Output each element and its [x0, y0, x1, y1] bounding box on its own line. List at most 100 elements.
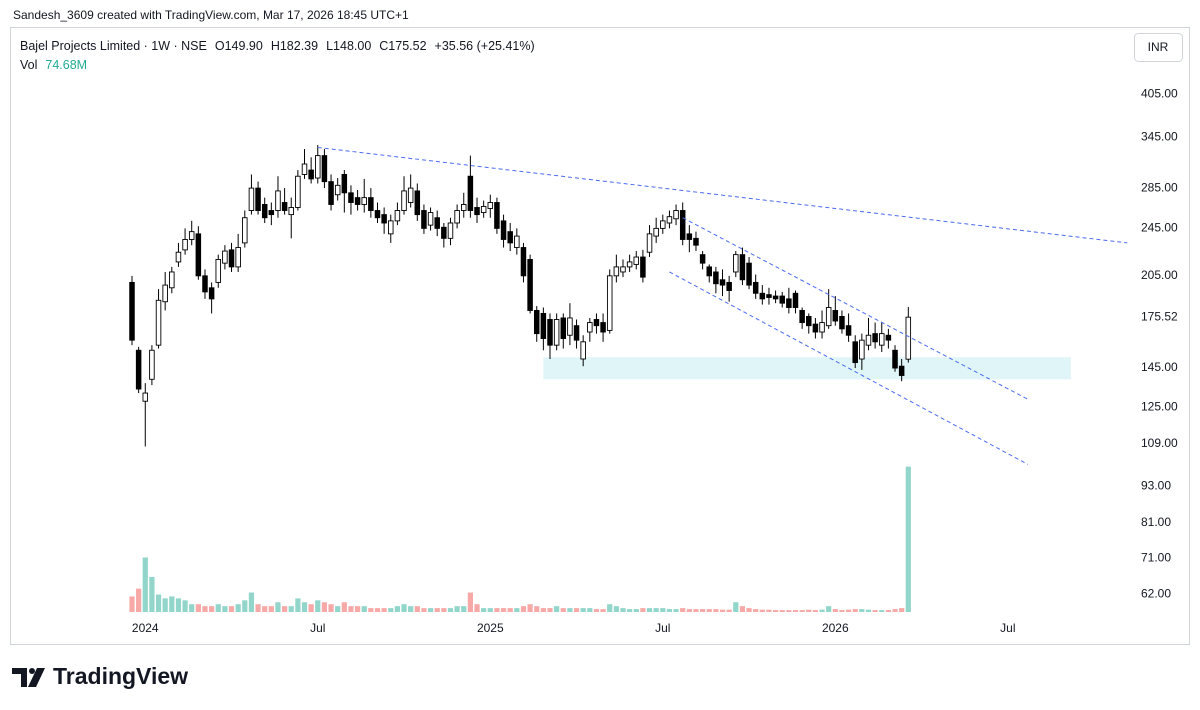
x-tick-label: 2026 — [822, 621, 849, 635]
volume-bar — [282, 606, 288, 612]
volume-bar — [487, 608, 493, 612]
candle-body — [414, 190, 421, 216]
volume-bar — [746, 608, 752, 612]
candle-body — [660, 220, 666, 229]
volume-bar — [215, 604, 221, 612]
volume-bar — [547, 608, 553, 612]
candle-body — [852, 341, 858, 364]
y-tick-label: 93.00 — [1141, 478, 1171, 492]
candle-body — [587, 322, 593, 333]
candle-body — [772, 295, 779, 300]
candle-body — [354, 197, 361, 205]
volume-bar — [467, 592, 473, 612]
volume-bar — [766, 609, 772, 612]
volume-bar — [587, 608, 593, 612]
volume-bar — [494, 608, 500, 612]
y-tick-label: 125.00 — [1141, 400, 1178, 414]
candle-body — [653, 227, 659, 237]
candle-body — [540, 312, 547, 339]
candle-body — [580, 341, 586, 360]
candle-body — [308, 169, 314, 180]
volume-bar — [620, 608, 626, 612]
candle-body — [447, 222, 454, 239]
volume-bar — [228, 606, 235, 612]
volume-bar — [792, 610, 799, 612]
candle-body — [275, 190, 281, 211]
brand-logo — [12, 668, 45, 687]
volume-bar — [401, 604, 407, 612]
candle-body — [407, 187, 414, 203]
candle-body — [812, 323, 819, 333]
x-tick-label: 2024 — [132, 621, 159, 635]
y-tick-label: 245.00 — [1141, 221, 1178, 235]
volume-bar — [255, 604, 261, 612]
candle-body — [726, 281, 732, 291]
volume-bar — [414, 606, 420, 612]
trendline — [669, 271, 1028, 465]
x-tick-label: Jul — [1000, 621, 1015, 635]
volume-bar — [507, 608, 513, 612]
candle-body — [321, 155, 328, 183]
volume-bar — [434, 608, 440, 612]
ohlc-high: H182.39 — [271, 39, 318, 53]
currency-button[interactable] — [1134, 33, 1183, 62]
volume-bar — [308, 604, 314, 612]
volume-bar — [242, 600, 248, 612]
volume-bar — [248, 592, 255, 612]
candle-body — [195, 233, 202, 277]
candle-body — [188, 231, 195, 240]
candle-body — [480, 206, 487, 214]
candle-body — [892, 349, 898, 369]
volume-bar — [129, 596, 135, 612]
volume-bar — [759, 609, 765, 612]
candle-body — [388, 220, 394, 235]
candle-body — [228, 249, 235, 268]
logo-part — [28, 668, 45, 687]
volume-bar — [421, 608, 427, 612]
credit: Sandesh_3609 created with TradingView.co… — [13, 8, 409, 22]
volume-bar — [905, 466, 911, 612]
currency-label[interactable]: INR — [1148, 40, 1169, 54]
volume-bar — [441, 608, 447, 612]
trendline — [682, 217, 1028, 400]
candle-body — [394, 210, 401, 222]
volume-bar — [381, 608, 387, 612]
candle-body — [129, 281, 135, 341]
candle-body — [421, 210, 427, 229]
volume-bar — [693, 609, 699, 612]
volume-bar — [633, 609, 639, 612]
candle-body — [806, 315, 812, 327]
volume-bar — [786, 610, 792, 612]
volume-bar — [235, 604, 241, 612]
candle-body — [573, 325, 580, 341]
support-zone — [543, 357, 1071, 380]
candle-body — [248, 187, 255, 211]
volume-bar — [839, 610, 845, 612]
candle-body — [673, 210, 679, 220]
candle-body — [242, 217, 248, 244]
candle-body — [500, 220, 507, 240]
candle-body — [288, 207, 294, 216]
volume-bar — [819, 609, 825, 612]
volume-bar — [354, 606, 361, 612]
volume-bar — [368, 608, 374, 612]
candle-body — [169, 271, 175, 289]
candle-body — [315, 155, 321, 179]
volume-bar — [481, 608, 487, 612]
volume-bar — [753, 609, 759, 612]
candle-body — [202, 275, 208, 293]
volume-bar — [899, 608, 905, 612]
volume-bar — [348, 606, 354, 612]
ohlc-close: C175.52 — [379, 39, 426, 53]
volume-bar — [427, 608, 434, 612]
volume-bar — [388, 608, 394, 612]
volume-bar — [454, 606, 460, 612]
candle-body — [739, 254, 746, 281]
candle-body — [699, 254, 706, 264]
volume-bar — [315, 600, 321, 612]
volume-bar — [845, 609, 852, 612]
candle-body — [348, 192, 354, 203]
candle-body — [693, 237, 699, 246]
candle-body — [547, 319, 553, 346]
volume-bar — [500, 608, 507, 612]
